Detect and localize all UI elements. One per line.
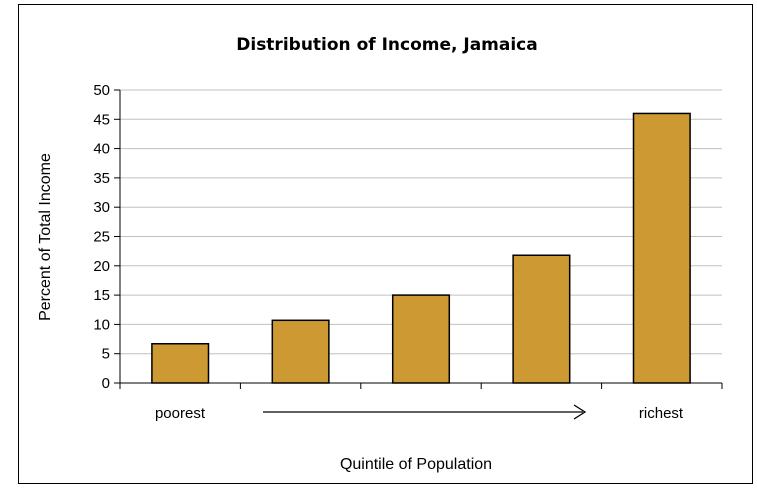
bar-quintile-5 xyxy=(632,112,691,384)
chart-frame xyxy=(18,4,753,484)
y-tick-label: 15 xyxy=(93,287,110,304)
bar-quintile-4 xyxy=(512,254,571,384)
y-tick-labels: 0 5 10 15 20 25 30 35 40 45 50 xyxy=(93,82,110,392)
arrow-head xyxy=(573,404,587,420)
y-axis-title: Percent of Total Income xyxy=(37,153,54,321)
x-axis-title: Quintile of Population xyxy=(340,456,492,473)
bar-quintile-2 xyxy=(271,319,330,384)
direction-arrow xyxy=(263,404,587,420)
y-tick-label: 10 xyxy=(93,316,110,333)
chart-title: Distribution of Income, Jamaica xyxy=(236,35,537,55)
y-tick-label: 20 xyxy=(93,258,110,275)
bars xyxy=(151,112,691,384)
bar-quintile-3 xyxy=(391,294,451,384)
x-annotation-poorest: poorest xyxy=(155,405,206,422)
y-tick-label: 40 xyxy=(93,141,110,158)
y-tick-label: 5 xyxy=(102,346,110,363)
y-tick-label: 0 xyxy=(102,375,110,392)
y-tick-label: 50 xyxy=(93,82,110,99)
bar-quintile-1 xyxy=(151,342,210,384)
y-tick-label: 30 xyxy=(93,199,110,216)
axes xyxy=(114,89,723,389)
y-tick-label: 35 xyxy=(93,170,110,187)
gridlines xyxy=(120,89,722,355)
y-tick-label: 45 xyxy=(93,111,110,128)
x-annotation-richest: richest xyxy=(639,405,684,422)
y-tick-label: 25 xyxy=(93,229,110,246)
